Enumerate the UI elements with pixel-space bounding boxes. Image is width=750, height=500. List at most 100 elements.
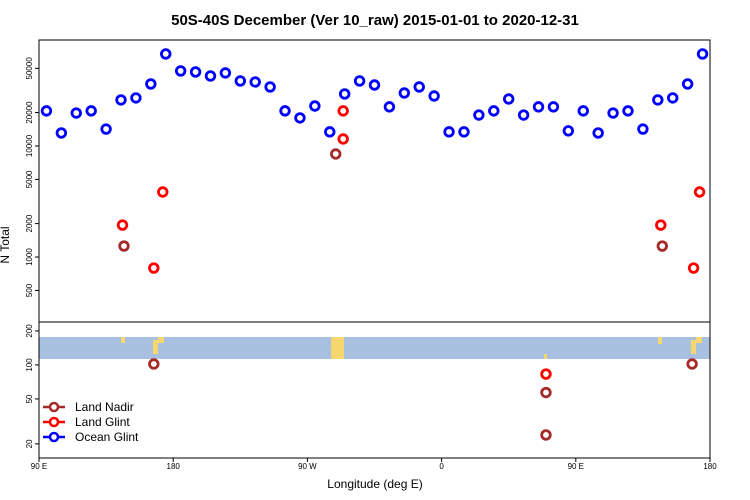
point	[458, 126, 470, 138]
point	[532, 101, 545, 113]
land-patch	[121, 337, 125, 343]
chart-title: 50S-40S December (Ver 10_raw) 2015-01-01…	[171, 12, 579, 29]
y-tick-label: 200	[25, 324, 34, 338]
point	[130, 92, 142, 104]
point	[473, 109, 485, 121]
point	[337, 133, 349, 145]
x-axis-label: Longitude (deg E)	[327, 477, 422, 491]
y-tick-label: 100	[25, 358, 34, 372]
point	[696, 48, 709, 60]
point	[148, 358, 160, 370]
y-tick-label: 50	[25, 394, 34, 403]
point	[145, 78, 157, 90]
point	[337, 105, 349, 117]
x-tick-label: 180	[167, 462, 181, 471]
land-patch	[658, 337, 662, 344]
point	[174, 65, 187, 77]
point	[503, 93, 515, 105]
point	[234, 75, 247, 87]
y-tick-label: 50000	[25, 57, 34, 80]
point	[249, 76, 261, 88]
top-frame	[38, 39, 711, 323]
point	[686, 358, 698, 370]
point	[219, 67, 232, 79]
point	[637, 123, 649, 135]
point	[189, 66, 202, 78]
land-patch	[544, 354, 547, 359]
point	[667, 92, 679, 104]
y-tick-label: 20000	[25, 101, 34, 124]
point	[488, 105, 500, 117]
point	[428, 90, 440, 102]
point	[540, 386, 552, 399]
point	[324, 126, 336, 138]
land-patch	[158, 337, 164, 343]
point	[148, 262, 160, 274]
point	[562, 125, 575, 137]
y-tick-label: 5000	[25, 170, 34, 188]
point	[681, 78, 694, 90]
point	[540, 368, 552, 380]
y-tick-label: 1000	[25, 248, 34, 266]
mask-band	[39, 337, 710, 359]
legend-label: Land Nadir	[75, 400, 134, 414]
y-tick-label: 20	[25, 439, 34, 448]
point	[577, 105, 589, 117]
legend-label: Land Glint	[75, 415, 130, 429]
point	[655, 219, 667, 231]
point	[368, 79, 381, 91]
point	[592, 127, 604, 139]
point	[115, 94, 127, 106]
point	[85, 105, 97, 117]
bottom-frame	[38, 321, 711, 459]
x-tick-label: 180	[703, 462, 717, 471]
point	[353, 75, 366, 87]
x-tick-label: 0	[439, 462, 444, 471]
land-patch	[691, 340, 696, 354]
point	[338, 88, 351, 100]
legend-marker	[48, 401, 60, 413]
point	[383, 101, 396, 113]
point	[55, 127, 68, 139]
point	[70, 107, 82, 119]
point	[547, 101, 560, 113]
point	[279, 105, 291, 117]
point	[118, 240, 130, 252]
x-tick-label: 90 E	[568, 462, 584, 471]
point	[693, 186, 706, 198]
land-patch	[696, 337, 702, 343]
point	[540, 429, 552, 441]
legend-marker	[48, 431, 60, 443]
y-tick-label: 2000	[25, 214, 34, 232]
y-axis-label: N Total	[0, 226, 12, 263]
point	[294, 112, 306, 124]
x-tick-label: 90 E	[31, 462, 47, 471]
y-tick-label: 500	[25, 283, 34, 297]
point	[517, 109, 530, 121]
point	[100, 123, 112, 135]
point	[652, 94, 664, 106]
point	[443, 126, 455, 138]
legend-label: Ocean Glint	[75, 430, 139, 444]
point	[330, 148, 342, 160]
land-patch	[153, 340, 158, 354]
land-mask	[39, 337, 710, 359]
y-tick-label: 10000	[25, 134, 34, 157]
point	[157, 186, 169, 198]
point	[160, 48, 172, 60]
point	[687, 262, 700, 274]
point	[413, 81, 425, 93]
point	[622, 105, 634, 117]
point	[607, 107, 619, 119]
land-patch	[331, 337, 344, 359]
x-tick-label: 90 W	[298, 462, 317, 471]
legend-marker	[48, 416, 60, 428]
point	[116, 219, 129, 231]
point	[40, 105, 53, 117]
point	[656, 240, 668, 252]
point	[264, 81, 276, 93]
point	[398, 87, 411, 99]
point	[309, 100, 321, 112]
point	[204, 70, 217, 82]
